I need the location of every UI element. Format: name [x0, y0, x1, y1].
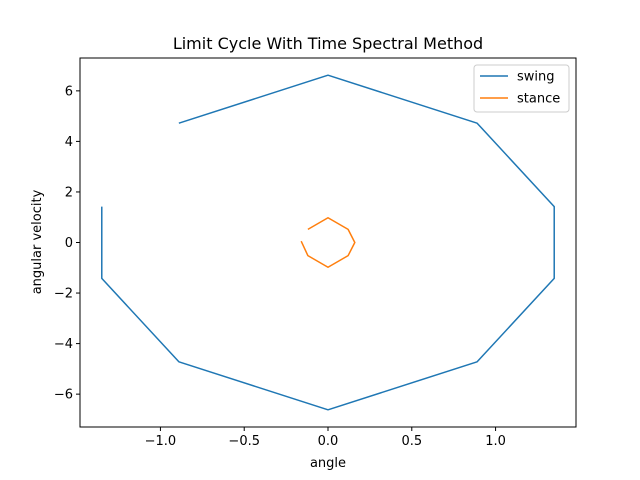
x-tick-label: 0.0: [318, 434, 339, 449]
y-tick-label: 0: [65, 236, 73, 251]
x-tick-label: −1.0: [145, 434, 177, 449]
y-axis-label: angular velocity: [30, 189, 45, 294]
y-tick-label: 4: [65, 135, 73, 150]
legend-label-swing: swing: [517, 70, 555, 85]
legend-label-stance: stance: [517, 92, 560, 107]
x-tick-label: 0.5: [401, 434, 422, 449]
y-tick-label: −4: [54, 337, 73, 352]
y-tick-label: 6: [65, 84, 73, 99]
series-line-swing: [101, 74, 555, 411]
x-tick-label: 1.0: [485, 434, 506, 449]
y-tick-label: 2: [65, 185, 73, 200]
legend: swing stance: [473, 64, 570, 113]
y-tick-label: −6: [54, 388, 73, 403]
axes-frame: [79, 57, 577, 428]
plot-area: [101, 74, 555, 411]
x-tick-label: −0.5: [228, 434, 260, 449]
axis-ticks: −1.0 −0.5 0.0 0.5 1.0 −6 −4 −2 0 2 4 6: [54, 84, 506, 449]
series-line-stance: [300, 216, 356, 269]
chart-title: Limit Cycle With Time Spectral Method: [173, 34, 483, 53]
x-axis-label: angle: [310, 456, 346, 471]
y-tick-label: −2: [54, 287, 73, 302]
